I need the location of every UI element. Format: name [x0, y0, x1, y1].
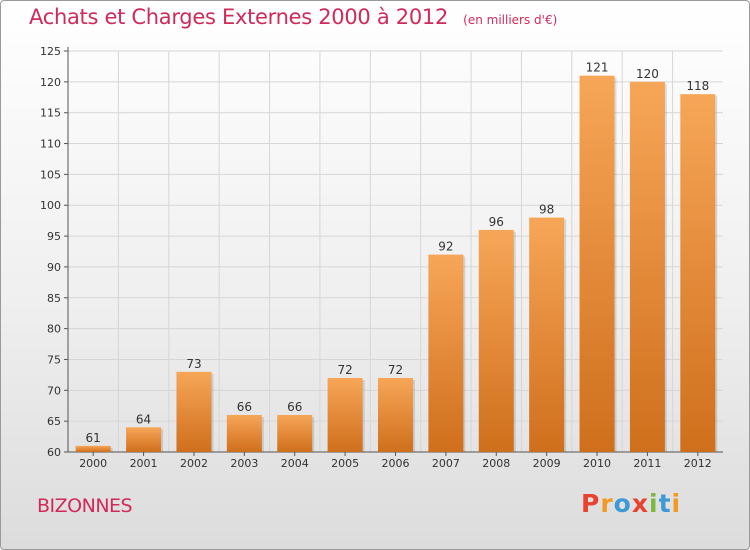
bar — [226, 414, 262, 452]
bar — [680, 94, 716, 452]
y-tick-label: 115 — [40, 107, 61, 120]
data-label: 121 — [586, 61, 609, 75]
bar — [176, 371, 212, 452]
bars — [75, 75, 718, 452]
data-label: 120 — [636, 67, 659, 81]
bar — [478, 229, 514, 452]
bar — [75, 445, 111, 452]
x-tick-label: 2001 — [130, 457, 158, 470]
y-tick-label: 80 — [47, 323, 61, 336]
data-label: 73 — [186, 357, 201, 371]
data-label: 118 — [686, 79, 709, 93]
data-label: 66 — [237, 400, 252, 414]
title-row: Achats et Charges Externes 2000 à 2012 (… — [29, 5, 557, 29]
y-tick-label: 105 — [40, 168, 61, 181]
x-tick-label: 2007 — [432, 457, 460, 470]
y-tick-label: 100 — [40, 199, 61, 212]
proxiti-logo[interactable]: Proxiti — [581, 489, 681, 518]
y-tick-label: 75 — [47, 353, 61, 366]
x-tick-label: 2000 — [79, 457, 107, 470]
x-tick-label: 2012 — [684, 457, 712, 470]
chart-title: Achats et Charges Externes 2000 à 2012 — [29, 5, 449, 29]
chart-subtitle: (en milliers d'€) — [463, 13, 558, 27]
data-label: 64 — [136, 412, 151, 426]
x-tick-label: 2006 — [382, 457, 410, 470]
brand-letter: r — [600, 489, 614, 518]
x-tick-label: 2002 — [180, 457, 208, 470]
y-tick-label: 120 — [40, 76, 61, 89]
data-label: 72 — [388, 363, 403, 377]
brand-letter: P — [581, 489, 601, 518]
x-tick-label: 2011 — [633, 457, 661, 470]
y-tick-label: 125 — [40, 45, 61, 58]
labels: 60 65 70 75 80 85 90 95 100 105 110 115 120 125 2000 61… — [40, 45, 712, 470]
bar — [428, 254, 464, 452]
brand-letter: o — [613, 489, 632, 518]
data-label: 92 — [438, 240, 453, 254]
bar — [529, 217, 565, 452]
x-tick-label: 2010 — [583, 457, 611, 470]
brand-letter: i — [649, 489, 659, 518]
commune-name: BIZONNES — [37, 495, 133, 517]
x-tick-label: 2008 — [482, 457, 510, 470]
data-label: 66 — [287, 400, 302, 414]
y-tick-label: 70 — [47, 384, 61, 397]
bar — [126, 427, 162, 452]
bar — [277, 414, 313, 452]
data-label: 72 — [337, 363, 352, 377]
data-label: 98 — [539, 203, 554, 217]
x-tick-label: 2004 — [281, 457, 309, 470]
y-tick-label: 110 — [40, 138, 61, 151]
y-tick-label: 85 — [47, 292, 61, 305]
y-tick-label: 65 — [47, 415, 61, 428]
x-tick-label: 2003 — [230, 457, 258, 470]
bar — [629, 81, 665, 452]
brand-letter: t — [658, 489, 672, 518]
x-tick-label: 2009 — [533, 457, 561, 470]
bar — [579, 75, 615, 452]
bar — [327, 377, 363, 452]
data-label: 96 — [489, 215, 504, 229]
bar — [378, 377, 413, 452]
y-tick-label: 60 — [47, 446, 61, 459]
brand-letter: x — [631, 489, 649, 518]
x-tick-label: 2005 — [331, 457, 359, 470]
brand-letter: i — [671, 489, 682, 518]
y-tick-label: 90 — [47, 261, 61, 274]
data-label: 61 — [86, 431, 101, 445]
y-tick-label: 95 — [47, 230, 61, 243]
